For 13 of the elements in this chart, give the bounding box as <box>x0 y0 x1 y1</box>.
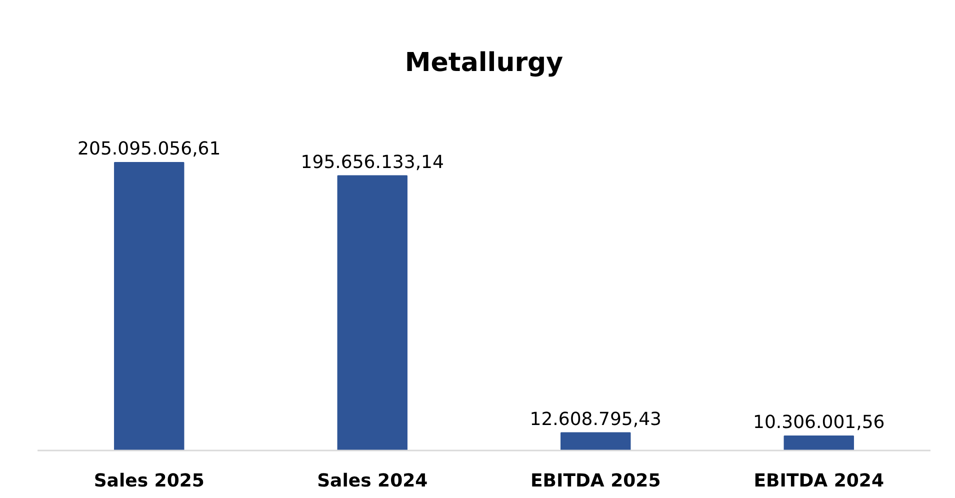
bar <box>784 436 854 450</box>
bar <box>337 175 408 450</box>
x-tick-label: Sales 2024 <box>317 470 428 492</box>
data-label: 10.306.001,56 <box>753 412 885 434</box>
x-tick-label: EBITDA 2025 <box>530 470 661 492</box>
data-label: 205.095.056,61 <box>78 138 221 160</box>
data-label: 195.656.133,14 <box>300 152 444 173</box>
x-tick-label: EBITDA 2024 <box>754 470 884 492</box>
bar <box>560 432 631 450</box>
chart-title: Metallurgy <box>404 48 564 78</box>
x-tick-label: Sales 2025 <box>94 470 204 492</box>
data-label: 12.608.795,43 <box>530 408 662 430</box>
bar <box>114 162 184 450</box>
